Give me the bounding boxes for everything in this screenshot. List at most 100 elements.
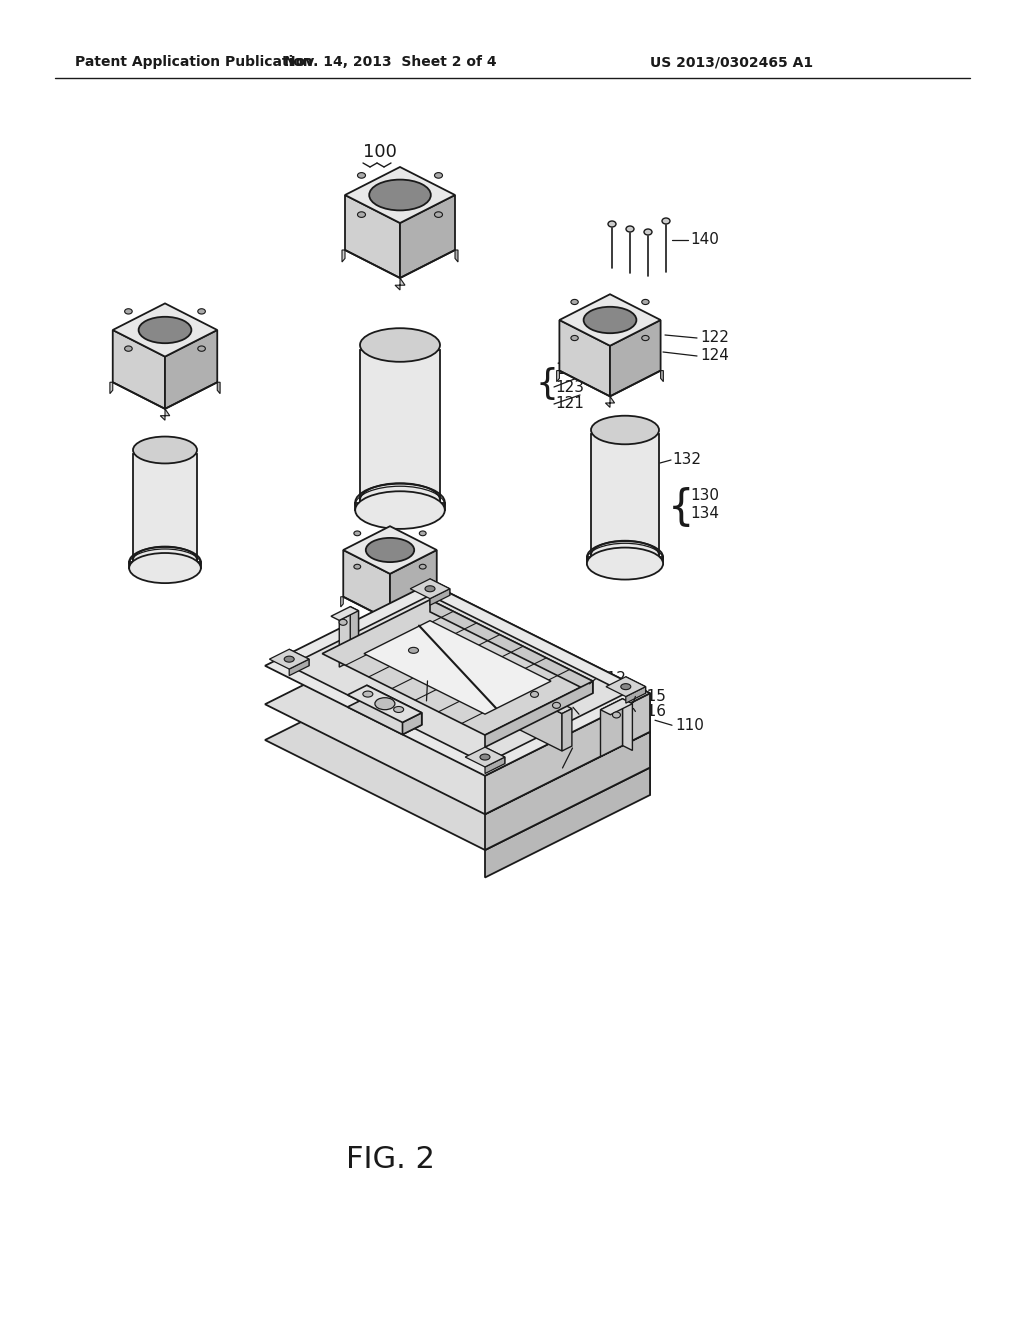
Polygon shape: [269, 649, 309, 669]
Ellipse shape: [362, 748, 418, 772]
Ellipse shape: [419, 531, 426, 536]
Polygon shape: [485, 758, 505, 774]
Polygon shape: [110, 383, 113, 393]
Text: Patent Application Publication: Patent Application Publication: [75, 55, 312, 69]
Polygon shape: [341, 597, 343, 607]
Ellipse shape: [591, 416, 659, 445]
Text: 180: 180: [543, 767, 572, 783]
Ellipse shape: [662, 218, 670, 224]
Ellipse shape: [125, 309, 132, 314]
Text: 115: 115: [637, 689, 667, 704]
Polygon shape: [345, 195, 400, 279]
Polygon shape: [342, 249, 345, 261]
Text: 121: 121: [555, 396, 584, 412]
Ellipse shape: [591, 541, 659, 569]
Text: 120: 120: [555, 363, 584, 378]
Text: Nov. 14, 2013  Sheet 2 of 4: Nov. 14, 2013 Sheet 2 of 4: [284, 55, 497, 69]
Ellipse shape: [357, 211, 366, 218]
Polygon shape: [430, 579, 450, 595]
Polygon shape: [557, 371, 559, 381]
Polygon shape: [623, 698, 633, 751]
Ellipse shape: [355, 491, 444, 529]
Ellipse shape: [129, 553, 201, 583]
Polygon shape: [265, 657, 650, 850]
Polygon shape: [165, 330, 217, 409]
Text: 117: 117: [581, 706, 610, 722]
Polygon shape: [518, 686, 528, 729]
Polygon shape: [485, 767, 650, 878]
Polygon shape: [160, 409, 170, 420]
Polygon shape: [518, 692, 562, 751]
Polygon shape: [411, 579, 450, 599]
Text: 122: 122: [700, 330, 729, 346]
Ellipse shape: [553, 702, 560, 709]
Ellipse shape: [357, 173, 366, 178]
Ellipse shape: [434, 211, 442, 218]
Polygon shape: [559, 319, 610, 396]
Ellipse shape: [360, 483, 440, 517]
Polygon shape: [360, 350, 440, 506]
Ellipse shape: [409, 647, 419, 653]
Polygon shape: [331, 607, 358, 620]
Polygon shape: [265, 583, 650, 776]
Text: 132: 132: [672, 453, 701, 467]
Polygon shape: [400, 195, 455, 279]
Polygon shape: [347, 697, 422, 734]
Polygon shape: [339, 611, 358, 667]
Ellipse shape: [285, 656, 294, 663]
Polygon shape: [289, 659, 309, 676]
Ellipse shape: [530, 692, 539, 697]
Polygon shape: [367, 685, 422, 725]
Polygon shape: [430, 589, 450, 606]
Text: 116: 116: [637, 704, 667, 719]
Ellipse shape: [571, 335, 579, 341]
Polygon shape: [386, 620, 394, 631]
Polygon shape: [343, 527, 437, 574]
Polygon shape: [437, 597, 439, 607]
Ellipse shape: [644, 228, 652, 235]
Ellipse shape: [366, 539, 414, 562]
Polygon shape: [485, 747, 505, 764]
Ellipse shape: [480, 754, 490, 760]
Polygon shape: [129, 562, 201, 568]
Polygon shape: [610, 319, 660, 396]
Text: 140: 140: [690, 232, 719, 248]
Text: 130: 130: [690, 487, 719, 503]
Text: 123: 123: [555, 380, 584, 395]
Polygon shape: [350, 607, 358, 657]
Polygon shape: [133, 454, 197, 564]
Polygon shape: [347, 685, 422, 722]
Text: 100: 100: [362, 143, 397, 161]
Ellipse shape: [375, 698, 395, 710]
Ellipse shape: [360, 329, 440, 362]
Polygon shape: [485, 693, 650, 814]
Ellipse shape: [138, 317, 191, 343]
Ellipse shape: [419, 564, 426, 569]
Polygon shape: [465, 747, 505, 767]
Polygon shape: [591, 434, 659, 560]
Ellipse shape: [354, 531, 360, 536]
Polygon shape: [518, 686, 571, 714]
Polygon shape: [289, 595, 626, 764]
Text: 124: 124: [700, 348, 729, 363]
Text: 160: 160: [429, 673, 459, 689]
Text: {: {: [535, 367, 558, 401]
Ellipse shape: [626, 226, 634, 232]
Ellipse shape: [125, 346, 132, 351]
Ellipse shape: [362, 639, 418, 661]
Ellipse shape: [425, 586, 435, 591]
Polygon shape: [355, 503, 444, 510]
Polygon shape: [600, 698, 623, 756]
Ellipse shape: [133, 437, 197, 463]
Polygon shape: [430, 599, 593, 693]
Ellipse shape: [133, 546, 197, 573]
Polygon shape: [289, 649, 309, 665]
Polygon shape: [362, 653, 418, 763]
Ellipse shape: [393, 706, 403, 713]
Ellipse shape: [358, 754, 421, 780]
Polygon shape: [217, 383, 220, 393]
Ellipse shape: [198, 309, 206, 314]
Text: FIG. 2: FIG. 2: [345, 1146, 434, 1175]
Text: 110: 110: [675, 718, 703, 733]
Ellipse shape: [642, 300, 649, 305]
